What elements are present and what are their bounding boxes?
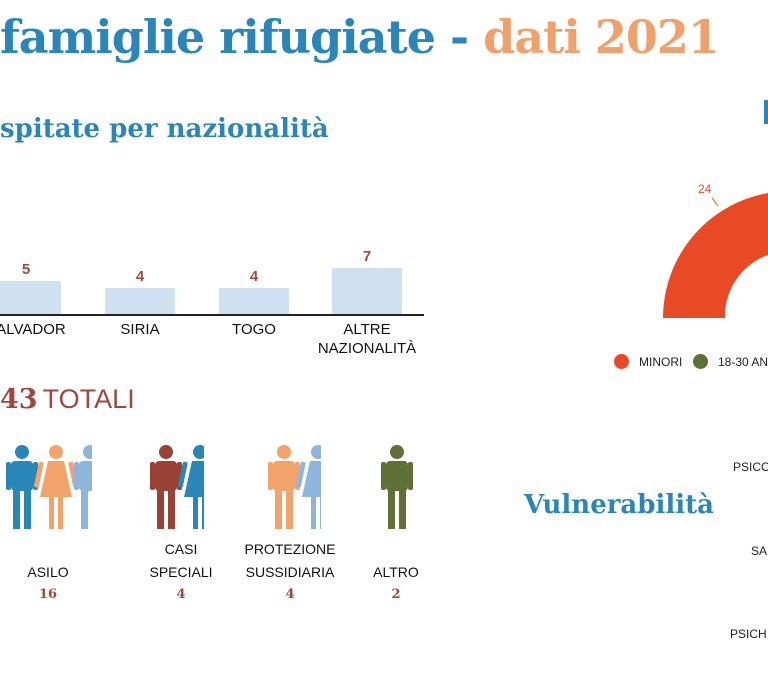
bar-chart-baseline: [0, 314, 424, 316]
bar-4: [332, 267, 402, 314]
bar-category-label: ALTRE NAZIONALITÀ: [317, 321, 417, 357]
title-part2: dati 2021: [483, 10, 720, 64]
status-count: 4: [176, 587, 186, 602]
status-label: ASILO: [27, 564, 69, 580]
right-title-fragment: [764, 100, 768, 124]
status-label: PROTEZIONE SUSSIDIARIA: [244, 541, 336, 580]
bar-value-label: 4: [135, 267, 145, 285]
bar-value-label: 5: [21, 261, 31, 278]
age-donut-chart: [663, 193, 768, 318]
bar-value-label: 7: [362, 247, 372, 265]
status-count: 16: [38, 587, 58, 602]
vulnerability-cat-sa: SA: [751, 544, 768, 558]
bar-category-label: SIRIA: [120, 321, 160, 338]
arc-value-label: 24: [698, 182, 712, 196]
totals: 43 TOTALI: [0, 384, 135, 415]
page-title: famiglie rifugiate - dati 2021: [0, 10, 720, 64]
legend-minori-dot: [614, 354, 629, 369]
bar-3: [219, 287, 289, 314]
legend-18-30-dot: [693, 354, 708, 369]
vulnerability-cat-psico: PSICO: [733, 460, 768, 474]
altro-figure-icon: [381, 445, 413, 529]
arc-minori: [663, 193, 768, 318]
bar-category-label: SALVADOR: [0, 321, 66, 338]
status-count: 4: [285, 587, 295, 602]
bar-value-label: 4: [249, 267, 259, 285]
legend-minori-label: MINORI: [639, 355, 683, 369]
vulnerability-title: Vulnerabilità: [524, 490, 714, 520]
title-separator: -: [435, 10, 484, 64]
bar-1: [0, 281, 61, 314]
status-label: ALTRO: [373, 564, 419, 580]
nationality-section-title: spitate per nazionalità: [0, 114, 329, 144]
legend-18-30-label: 18-30 AN: [718, 355, 768, 369]
status-count: 2: [391, 587, 401, 602]
bar-2: [105, 287, 175, 314]
status-figures: [6, 440, 413, 540]
vulnerability-cat-psich: PSICH: [730, 627, 767, 641]
bar-category-label: TOGO: [232, 321, 276, 338]
asilo-figures-icon: [6, 445, 106, 529]
status-label: CASI SPECIALI: [149, 541, 213, 580]
totals-label: TOTALI: [42, 384, 135, 414]
title-part1: famiglie rifugiate: [0, 10, 436, 64]
totals-number: 43: [0, 384, 38, 415]
